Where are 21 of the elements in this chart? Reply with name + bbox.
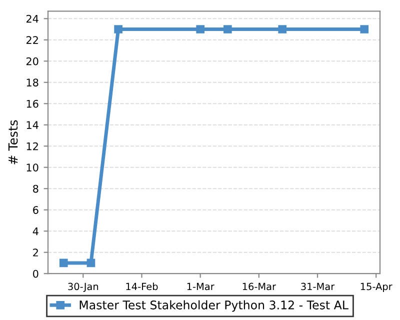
x-tick-label: 16-Mar [242, 282, 276, 290]
y-tick-label: 4 [32, 227, 38, 236]
y-tick-label: 18 [26, 78, 38, 86]
x-tick-label: 1-Mar [187, 282, 214, 290]
x-tick-label: 30-Jan [68, 282, 98, 292]
x-tick-label: 14-Feb [126, 282, 158, 290]
y-tick-label: 0 [33, 270, 38, 278]
x-tick-label: 15-Apr [360, 282, 392, 292]
y-tick-label: 24 [26, 14, 38, 23]
y-tick-label: 2 [33, 248, 38, 256]
y-tick-label: 6 [33, 206, 38, 214]
y-tick-label: 16 [26, 100, 38, 108]
x-tick-label: 31-Mar [301, 282, 335, 290]
y-tick-label: 12 [26, 142, 38, 150]
y-tick-label: 10 [26, 164, 38, 172]
legend-label: Master Test Stakeholder Python 3.12 - Test AL [80, 300, 348, 312]
y-tick-label: 22 [26, 36, 38, 44]
y-tick-label: 8 [33, 184, 38, 193]
y-axis-title: # Tests [8, 120, 18, 164]
y-tick-label: 20 [26, 57, 38, 66]
y-tick-label: 14 [26, 121, 38, 129]
